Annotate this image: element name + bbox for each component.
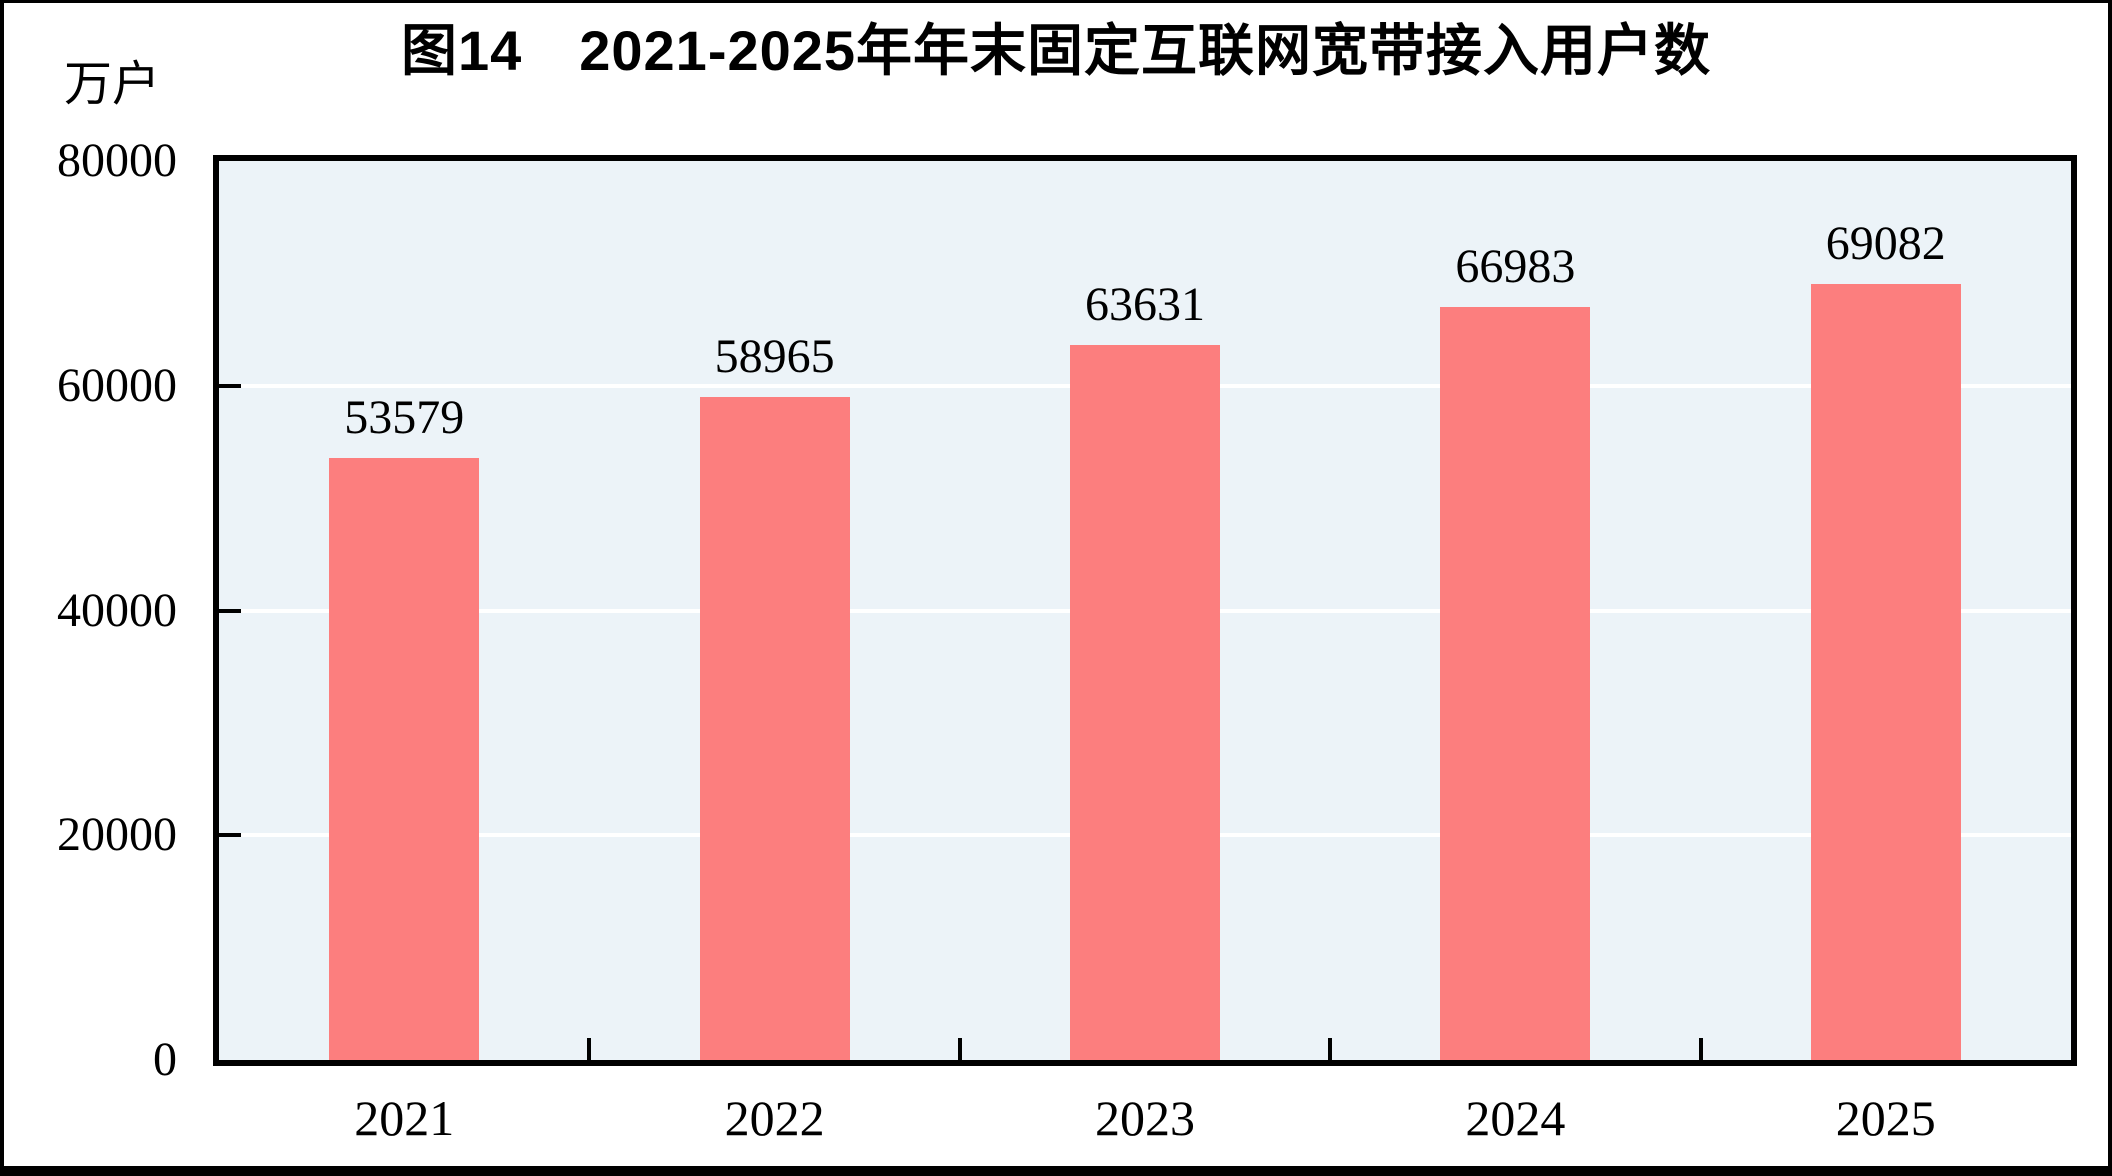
bar-2024 <box>1440 307 1591 1060</box>
x-axis-tick-mark <box>587 1038 592 1060</box>
bar-2025 <box>1810 283 1961 1060</box>
x-tick-label-2025: 2025 <box>1835 1090 1936 1146</box>
y-tick-label-40000: 40000 <box>57 583 177 637</box>
y-axis-tick-mark <box>219 383 241 388</box>
y-axis-tick-mark <box>219 608 241 613</box>
plot-area: 53579 58965 63631 66983 69082 <box>213 155 2077 1066</box>
y-axis-unit-label: 万户 <box>64 58 161 111</box>
y-tick-label-0: 0 <box>153 1033 177 1086</box>
y-axis-tick-mark <box>219 833 241 838</box>
x-axis-tick-mark <box>957 1038 962 1060</box>
chart-title: 图14 2021-2025年年末固定互联网宽带接入用户数 <box>400 19 1712 82</box>
y-tick-label-60000: 60000 <box>57 358 177 412</box>
bar-value-label: 58965 <box>714 330 835 384</box>
y-tick-label-20000: 20000 <box>57 808 177 862</box>
x-tick-label-2023: 2023 <box>1094 1090 1195 1146</box>
bar-2023 <box>1070 344 1220 1060</box>
bar-value-label: 63631 <box>1084 277 1205 331</box>
y-tick-label-80000: 80000 <box>57 134 177 187</box>
x-tick-label-2022: 2022 <box>724 1090 825 1146</box>
x-tick-label-2024: 2024 <box>1465 1090 1566 1146</box>
x-tick-label-2021: 2021 <box>354 1090 455 1146</box>
bar-2021 <box>329 457 480 1060</box>
x-axis-tick-mark <box>1698 1038 1703 1060</box>
x-axis-tick-mark <box>1328 1038 1333 1060</box>
bar-2022 <box>699 397 850 1060</box>
bar-value-label: 66983 <box>1455 240 1576 294</box>
bar-value-label: 53579 <box>344 390 465 444</box>
bar-value-label: 69082 <box>1825 216 1946 270</box>
